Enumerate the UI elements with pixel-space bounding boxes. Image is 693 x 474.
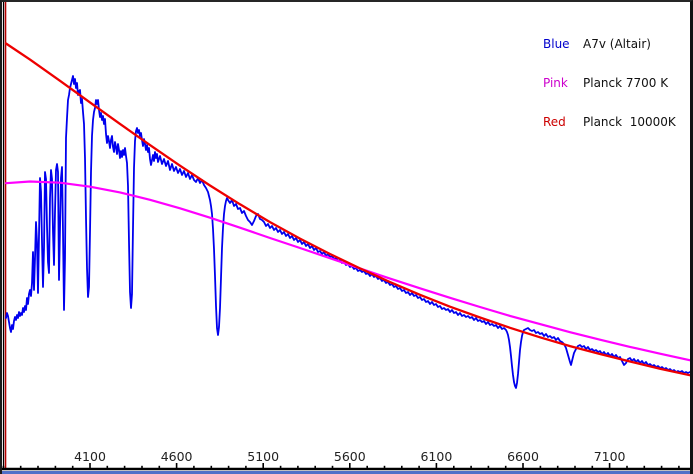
series-line-1 [4, 180, 690, 362]
legend-series-label-pink: Planck 7700 K [583, 76, 669, 90]
legend-row-red: Red Planck 10000K [543, 116, 676, 129]
legend: Blue A7v (Altair) Pink Planck 7700 K Red Pl… [543, 12, 676, 155]
x-axis-tick-label: 5100 [247, 449, 279, 464]
legend-series-label-blue: A7v (Altair) [583, 37, 651, 51]
legend-color-word-red: Red [543, 115, 566, 129]
x-axis-tick-label: 6100 [420, 449, 452, 464]
x-axis [2, 463, 690, 471]
legend-row-pink: Pink Planck 7700 K [543, 77, 676, 90]
series-lines [4, 42, 690, 389]
x-axis-tick-label: 5600 [334, 449, 366, 464]
series-line-2 [4, 42, 690, 377]
series-line-0 [5, 75, 690, 389]
x-axis-tick-label: 6600 [507, 449, 539, 464]
x-axis-tick-label: 4600 [161, 449, 193, 464]
x-axis-tick-label: 7100 [594, 449, 626, 464]
legend-row-blue: Blue A7v (Altair) [543, 38, 676, 51]
bottom-border-line [2, 471, 690, 474]
y-axis-lines [2, 2, 7, 469]
x-axis-labels: 4100 4600 5100 5600 6100 6600 7100 [74, 449, 625, 464]
legend-color-word-blue: Blue [543, 37, 570, 51]
legend-series-label-red: Planck 10000K [583, 115, 676, 129]
x-axis-tick-label: 4100 [74, 449, 106, 464]
legend-color-word-pink: Pink [543, 76, 568, 90]
